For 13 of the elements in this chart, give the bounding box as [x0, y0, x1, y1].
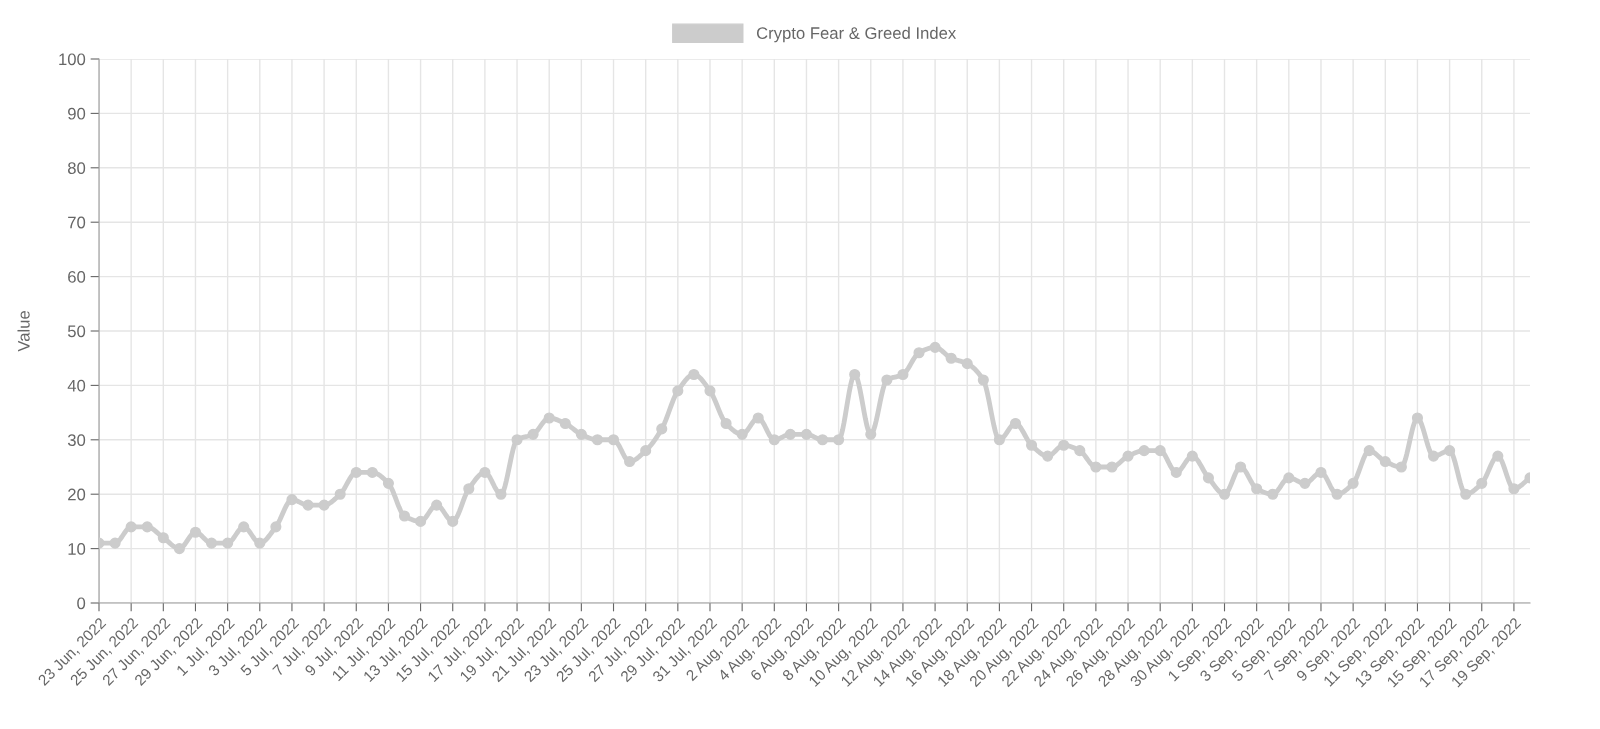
y-tick-label: 30 — [67, 434, 86, 446]
y-tick-label: 100 — [59, 53, 86, 66]
y-tick-label: 50 — [67, 325, 86, 338]
y-tick-label: 0 — [77, 597, 86, 610]
y-axis-title: Value — [17, 311, 30, 352]
y-tick-label: 20 — [68, 488, 86, 501]
y-tick-label: 90 — [68, 107, 86, 120]
y-tick-label: 80 — [67, 162, 86, 174]
y-tick-label: 10 — [68, 543, 86, 555]
y-tick-label: 70 — [68, 216, 86, 229]
legend-label: Crypto Fear & Greed Index — [756, 26, 957, 43]
y-tick-label: 40 — [67, 379, 86, 392]
y-tick-label: 60 — [68, 271, 86, 283]
